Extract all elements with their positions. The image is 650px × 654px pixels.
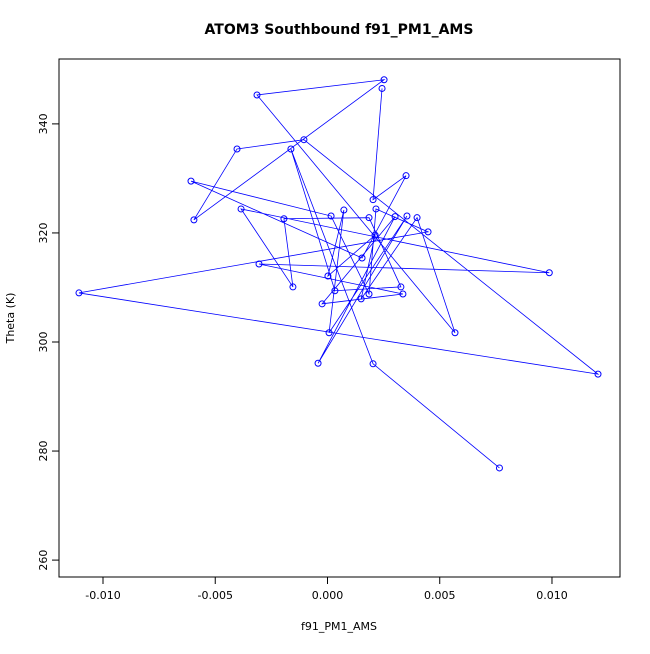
- point: [372, 205, 380, 213]
- x-tick-label: 0.000: [312, 589, 344, 602]
- point: [318, 300, 326, 308]
- point: [378, 84, 386, 92]
- point: [545, 269, 553, 277]
- point: [187, 177, 195, 185]
- x-tick-label: -0.005: [198, 589, 233, 602]
- point: [495, 464, 503, 472]
- point: [340, 206, 348, 214]
- point: [357, 295, 365, 303]
- point: [403, 212, 411, 220]
- y-tick-label: 260: [37, 550, 50, 571]
- point: [380, 76, 388, 84]
- point: [399, 290, 407, 298]
- line: [78, 79, 600, 469]
- point: [371, 231, 379, 239]
- point: [75, 289, 83, 297]
- point: [324, 272, 332, 280]
- point: [331, 287, 339, 295]
- y-tick-label: 340: [37, 113, 50, 134]
- point: [451, 329, 459, 337]
- y-tick-label: 300: [37, 331, 50, 352]
- point: [369, 360, 377, 368]
- point: [237, 205, 245, 213]
- point: [402, 172, 410, 180]
- point: [280, 215, 288, 223]
- plot-frame: [58, 58, 621, 578]
- point: [325, 329, 333, 337]
- point: [391, 213, 399, 221]
- point: [190, 216, 198, 224]
- point: [327, 212, 335, 220]
- point: [397, 283, 405, 291]
- point: [255, 260, 263, 268]
- point: [314, 359, 322, 367]
- point: [413, 214, 421, 222]
- x-tick-label: 0.010: [536, 589, 568, 602]
- point: [289, 283, 297, 291]
- x-tick-label: -0.010: [85, 589, 120, 602]
- point: [594, 370, 602, 378]
- point: [369, 196, 377, 204]
- point: [358, 254, 366, 262]
- x-tick-label: 0.005: [424, 589, 456, 602]
- y-tick-label: 280: [37, 441, 50, 462]
- point: [365, 214, 373, 222]
- point: [365, 290, 373, 298]
- chart-title: ATOM3 Southbound f91_PM1_AMS: [205, 22, 474, 38]
- point: [300, 136, 308, 144]
- point: [253, 91, 261, 99]
- point: [287, 145, 295, 153]
- y-tick-label: 320: [37, 222, 50, 243]
- point: [424, 228, 432, 236]
- point: [233, 145, 241, 153]
- y-axis-label: Theta (K): [4, 293, 17, 345]
- x-axis-label: f91_PM1_AMS: [301, 620, 377, 633]
